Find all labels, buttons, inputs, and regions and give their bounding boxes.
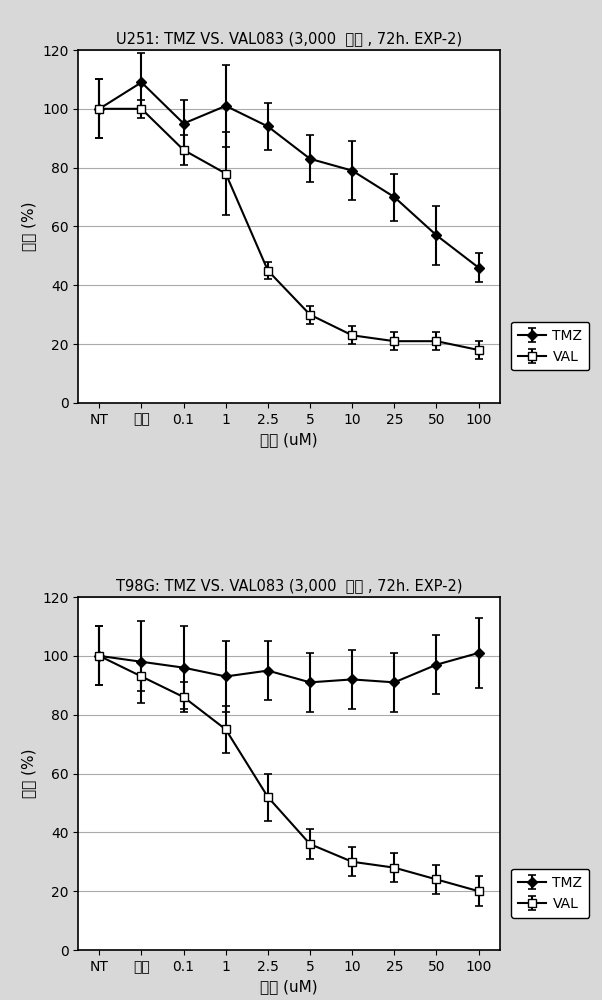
X-axis label: 浓度 (uM): 浓度 (uM) — [260, 979, 318, 994]
Title: U251: TMZ VS. VAL083 (3,000  细胞 , 72h. EXP-2): U251: TMZ VS. VAL083 (3,000 细胞 , 72h. EX… — [116, 31, 462, 46]
Y-axis label: 生长 (%): 生长 (%) — [22, 202, 37, 251]
X-axis label: 浓度 (uM): 浓度 (uM) — [260, 432, 318, 447]
Title: T98G: TMZ VS. VAL083 (3,000  细胞 , 72h. EXP-2): T98G: TMZ VS. VAL083 (3,000 细胞 , 72h. EX… — [116, 578, 462, 593]
Y-axis label: 生长 (%): 生长 (%) — [22, 749, 37, 798]
Legend: TMZ, VAL: TMZ, VAL — [511, 869, 589, 918]
Legend: TMZ, VAL: TMZ, VAL — [511, 322, 589, 370]
